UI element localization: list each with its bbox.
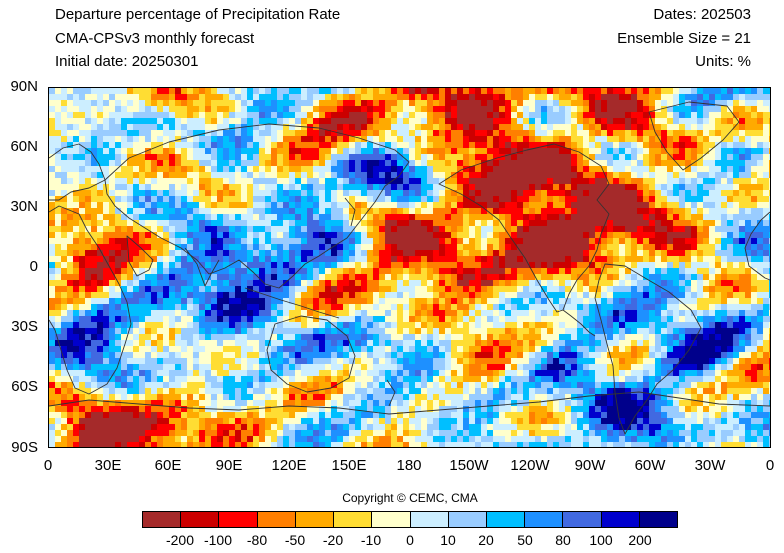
colorbar-label: 100	[589, 532, 613, 548]
x-tick-label: 120W	[510, 457, 550, 474]
colorbar-swatch	[601, 512, 640, 527]
units-label: Units: %	[695, 53, 751, 70]
colorbar-label: -100	[203, 532, 233, 548]
colorbar-swatch	[219, 512, 258, 527]
initial-date-label: Initial date: 20250301	[55, 53, 199, 70]
colorbar-label: -50	[284, 532, 306, 548]
colorbar-label: 200	[628, 532, 652, 548]
asia-coastline	[104, 123, 410, 289]
map-title: Departure percentage of Precipitation Ra…	[55, 6, 341, 23]
colorbar-swatch	[410, 512, 449, 527]
ensemble-size-label: Ensemble Size = 21	[617, 30, 751, 47]
y-tick-label: 90N	[10, 78, 38, 95]
india-coastline	[184, 247, 220, 287]
colorbar-label: 80	[555, 532, 571, 548]
colorbar	[142, 511, 678, 528]
europe-africa-coastline	[49, 205, 132, 395]
x-tick-label: 90W	[574, 457, 606, 474]
colorbar-swatch	[334, 512, 373, 527]
y-tick-label: 30N	[10, 198, 38, 215]
colorbar-swatch	[295, 512, 335, 527]
antarctica-coastline	[49, 391, 770, 415]
x-tick-label: 150W	[449, 457, 489, 474]
new-zealand-coastline	[386, 379, 396, 407]
colorbar-label: 10	[440, 532, 456, 548]
y-tick-label: 90S	[11, 439, 38, 456]
north-america-coastline	[438, 143, 610, 313]
model-label: CMA-CPSv3 monthly forecast	[55, 30, 255, 47]
colorbar-swatch	[525, 512, 564, 527]
x-tick-label: 30W	[694, 457, 726, 474]
colorbar-label: 20	[478, 532, 494, 548]
y-tick-label: 60N	[10, 138, 38, 155]
precipitation-anomaly-map	[48, 87, 771, 448]
greenland-coastline	[648, 101, 740, 171]
colorbar-swatch	[486, 512, 526, 527]
x-tick-label: 0	[765, 457, 775, 474]
copyright-notice: Copyright © CEMC, CMA	[342, 491, 478, 505]
x-tick-label: 0	[43, 457, 53, 474]
x-tick-label: 60E	[154, 457, 182, 474]
y-tick-label: 60S	[11, 378, 38, 395]
colorbar-label: -20	[322, 532, 344, 548]
europe-coastline	[49, 143, 106, 201]
y-tick-label: 30S	[11, 318, 38, 335]
colorbar-label: -200	[165, 532, 195, 548]
colorbar-swatch	[372, 512, 411, 527]
colorbar-swatch	[448, 512, 487, 527]
colorbar-label: 50	[517, 532, 533, 548]
x-tick-label: 120E	[271, 457, 307, 474]
africa-west-coastline	[744, 211, 770, 281]
colorbar-swatch	[639, 512, 678, 527]
x-tick-label: 30E	[94, 457, 122, 474]
colorbar-label: -10	[360, 532, 382, 548]
colorbar-swatch	[143, 512, 182, 527]
maritime-continent-coastline	[244, 287, 340, 319]
x-tick-label: 150E	[331, 457, 367, 474]
y-tick-label: 0	[29, 258, 38, 275]
colorbar-swatch	[563, 512, 602, 527]
x-tick-label: 90E	[215, 457, 243, 474]
dates-label: Dates: 202503	[653, 6, 751, 23]
colorbar-swatch	[257, 512, 296, 527]
japan-coastline	[344, 197, 356, 227]
x-tick-label: 60W	[634, 457, 666, 474]
australia-coastline	[266, 315, 356, 393]
x-tick-label: 180	[396, 457, 422, 474]
map-field	[49, 88, 770, 447]
colorbar-label: 0	[406, 532, 414, 548]
colorbar-swatch	[181, 512, 220, 527]
colorbar-label: -80	[246, 532, 268, 548]
central-america-coastline	[562, 309, 596, 337]
arabia-coastline	[126, 235, 154, 277]
south-america-coastline	[594, 263, 702, 435]
